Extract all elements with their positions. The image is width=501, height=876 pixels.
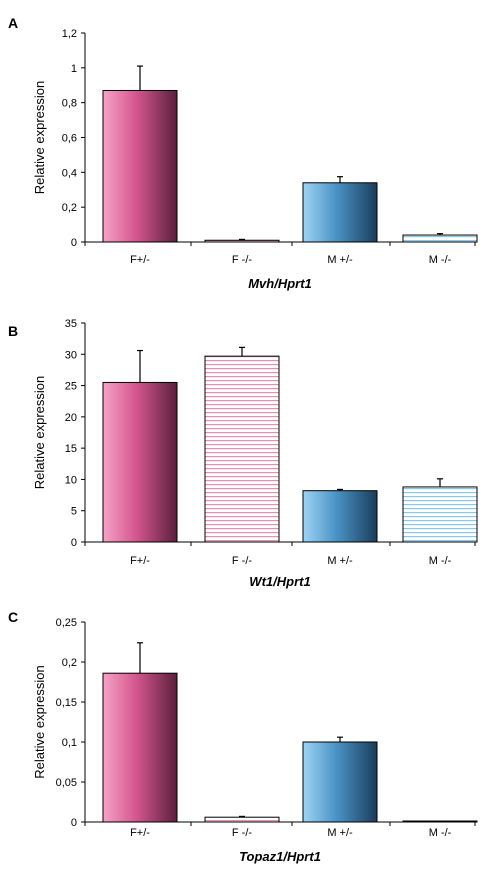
bar-m-3 [402,486,478,543]
bar-f-1 [204,239,280,243]
bar-m-2 [302,490,378,543]
bar-f-0 [102,381,178,543]
x-category-label: M +/- [327,254,353,266]
chart-panel-a: A 0 0,2 0,4 0,6 0,8 1 1,2 Relative expression F+/… [8,15,478,291]
x-category-label: M -/- [429,555,452,567]
x-axis-label: Wt1/Hprt1 [249,574,310,589]
bar-f-1 [204,355,280,543]
x-axis-label: Mvh/Hprt1 [248,276,312,291]
bar-f-0 [102,89,178,243]
y-axis-label: Relative expression [32,81,47,194]
y-tick-label: 0,2 [62,657,77,669]
bar-m-3 [402,234,478,243]
bar-m-2 [302,741,378,823]
y-tick-label: 10 [65,474,77,486]
bar-f-1 [204,816,280,823]
x-category-label: M +/- [327,555,353,567]
y-axis-label: Relative expression [32,376,47,489]
y-axis-label: Relative expression [32,665,47,778]
y-tick-label: 0 [71,537,77,549]
x-category-label: F -/- [232,254,252,266]
y-tick-label: 0,1 [62,737,77,749]
y-tick-label: 5 [71,506,77,518]
y-tick-label: 25 [65,381,77,393]
y-tick-label: 0 [71,817,77,829]
bar-m-3 [402,820,478,823]
x-axis-label: Topaz1/Hprt1 [239,849,321,864]
x-category-label: M -/- [429,827,452,839]
x-category-label: M +/- [327,827,353,839]
x-category-label: F+/- [130,827,150,839]
x-category-label: F+/- [130,254,150,266]
y-tick-label: 0,15 [56,697,77,709]
panel-letter: B [8,323,18,339]
x-category-label: M -/- [429,254,452,266]
y-tick-label: 30 [65,349,77,361]
y-tick-label: 0,6 [62,133,77,145]
y-tick-label: 1,2 [62,28,77,40]
chart-panel-c: C 0 0,05 0,1 0,15 0,2 0,25 Relative expression F… [8,609,478,864]
bar-m-2 [302,182,378,243]
y-tick-label: 15 [65,443,77,455]
y-tick-label: 0,25 [56,617,77,629]
x-category-label: F -/- [232,827,252,839]
y-tick-label: 0,4 [62,167,77,179]
y-tick-label: 0,2 [62,202,77,214]
y-tick-label: 20 [65,412,77,424]
bar-f-0 [102,672,178,823]
x-category-label: F -/- [232,555,252,567]
y-tick-label: 0,8 [62,98,77,110]
y-tick-label: 0 [71,237,77,249]
panel-letter: A [8,15,18,31]
y-tick-label: 1 [71,63,77,75]
panel-letter: C [8,609,18,625]
y-tick-label: 0,05 [56,777,77,789]
y-tick-label: 35 [65,318,77,330]
chart-panel-b: B 0 5 10 15 20 25 30 35 Relative expression F+/- F … [8,318,478,589]
x-category-label: F+/- [130,555,150,567]
